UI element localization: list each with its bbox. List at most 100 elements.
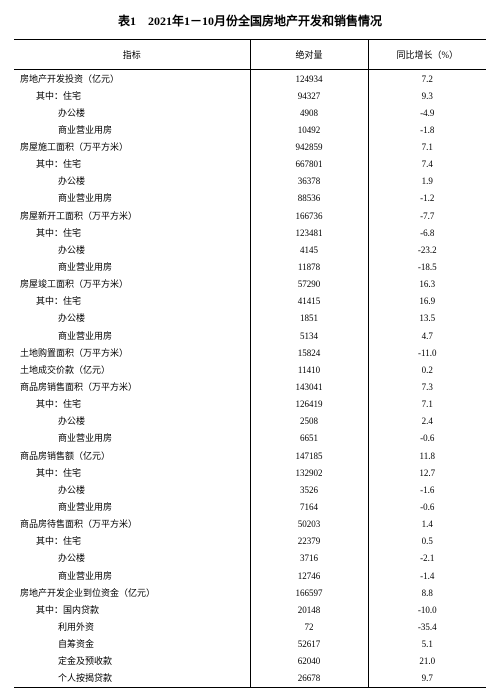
metric-name: 商业营业用房 xyxy=(14,121,250,138)
col-header-value: 绝对量 xyxy=(250,40,368,70)
metric-name: 个人按揭贷款 xyxy=(14,670,250,688)
metric-growth: 0.2 xyxy=(368,361,486,378)
metric-value: 41415 xyxy=(250,293,368,310)
metric-growth: 21.0 xyxy=(368,653,486,670)
table-row: 其中：住宅1264197.1 xyxy=(14,396,486,413)
metric-value: 36378 xyxy=(250,173,368,190)
table-row: 土地成交价款（亿元）114100.2 xyxy=(14,361,486,378)
metric-growth: 1.4 xyxy=(368,516,486,533)
table-row: 办公楼3716-2.1 xyxy=(14,550,486,567)
metric-value: 1851 xyxy=(250,310,368,327)
table-row: 利用外资72-35.4 xyxy=(14,619,486,636)
metric-growth: 0.5 xyxy=(368,533,486,550)
metric-growth: -0.6 xyxy=(368,430,486,447)
metric-value: 6651 xyxy=(250,430,368,447)
metric-growth: 7.4 xyxy=(368,156,486,173)
metric-value: 52617 xyxy=(250,636,368,653)
metric-growth: 9.3 xyxy=(368,87,486,104)
metric-name: 办公楼 xyxy=(14,550,250,567)
table-row: 房屋竣工面积（万平方米）5729016.3 xyxy=(14,276,486,293)
metric-value: 3716 xyxy=(250,550,368,567)
metric-growth: 13.5 xyxy=(368,310,486,327)
metric-name: 其中：住宅 xyxy=(14,156,250,173)
metric-name: 其中：住宅 xyxy=(14,396,250,413)
table-row: 商品房销售额（亿元）14718511.8 xyxy=(14,447,486,464)
table-row: 自筹资金526175.1 xyxy=(14,636,486,653)
metric-name: 办公楼 xyxy=(14,310,250,327)
metric-value: 7164 xyxy=(250,499,368,516)
metric-value: 2508 xyxy=(250,413,368,430)
table-row: 其中：住宅6678017.4 xyxy=(14,156,486,173)
table-row: 办公楼4908-4.9 xyxy=(14,104,486,121)
real-estate-table: 指标 绝对量 同比增长（%） 房地产开发投资（亿元）1249347.2其中：住宅… xyxy=(14,39,486,688)
table-row: 其中：住宅943279.3 xyxy=(14,87,486,104)
metric-growth: 7.2 xyxy=(368,70,486,88)
metric-name: 商业营业用房 xyxy=(14,327,250,344)
table-row: 商业营业用房51344.7 xyxy=(14,327,486,344)
table-row: 定金及预收款6204021.0 xyxy=(14,653,486,670)
metric-growth: 16.3 xyxy=(368,276,486,293)
table-row: 商业营业用房10492-1.8 xyxy=(14,121,486,138)
metric-name: 利用外资 xyxy=(14,619,250,636)
metric-value: 72 xyxy=(250,619,368,636)
metric-growth: 9.7 xyxy=(368,670,486,688)
table-row: 办公楼4145-23.2 xyxy=(14,241,486,258)
metric-growth: -1.4 xyxy=(368,567,486,584)
table-row: 办公楼3526-1.6 xyxy=(14,481,486,498)
metric-value: 166597 xyxy=(250,584,368,601)
metric-name: 其中：住宅 xyxy=(14,224,250,241)
metric-value: 5134 xyxy=(250,327,368,344)
metric-name: 办公楼 xyxy=(14,413,250,430)
metric-value: 10492 xyxy=(250,121,368,138)
metric-value: 124934 xyxy=(250,70,368,88)
metric-name: 房地产开发投资（亿元） xyxy=(14,70,250,88)
table-row: 土地购置面积（万平方米）15824-11.0 xyxy=(14,344,486,361)
table-row: 其中：住宅123481-6.8 xyxy=(14,224,486,241)
metric-value: 4908 xyxy=(250,104,368,121)
metric-growth: 7.1 xyxy=(368,396,486,413)
metric-name: 商业营业用房 xyxy=(14,499,250,516)
metric-name: 其中：国内贷款 xyxy=(14,601,250,618)
table-row: 其中：住宅223790.5 xyxy=(14,533,486,550)
metric-growth: 1.9 xyxy=(368,173,486,190)
metric-value: 3526 xyxy=(250,481,368,498)
metric-value: 11410 xyxy=(250,361,368,378)
table-header-row: 指标 绝对量 同比增长（%） xyxy=(14,40,486,70)
table-row: 个人按揭贷款266789.7 xyxy=(14,670,486,688)
metric-growth: -23.2 xyxy=(368,241,486,258)
metric-value: 26678 xyxy=(250,670,368,688)
metric-value: 132902 xyxy=(250,464,368,481)
metric-growth: -18.5 xyxy=(368,259,486,276)
metric-name: 房屋新开工面积（万平方米） xyxy=(14,207,250,224)
metric-name: 商品房销售额（亿元） xyxy=(14,447,250,464)
metric-name: 商业营业用房 xyxy=(14,190,250,207)
table-row: 商业营业用房7164-0.6 xyxy=(14,499,486,516)
metric-value: 12746 xyxy=(250,567,368,584)
metric-growth: 7.1 xyxy=(368,139,486,156)
table-row: 办公楼25082.4 xyxy=(14,413,486,430)
metric-name: 定金及预收款 xyxy=(14,653,250,670)
table-row: 其中：国内贷款20148-10.0 xyxy=(14,601,486,618)
metric-value: 126419 xyxy=(250,396,368,413)
metric-value: 15824 xyxy=(250,344,368,361)
table-row: 商品房销售面积（万平方米）1430417.3 xyxy=(14,379,486,396)
metric-name: 房屋施工面积（万平方米） xyxy=(14,139,250,156)
metric-growth: -4.9 xyxy=(368,104,486,121)
metric-value: 57290 xyxy=(250,276,368,293)
metric-growth: 12.7 xyxy=(368,464,486,481)
metric-value: 20148 xyxy=(250,601,368,618)
metric-growth: -2.1 xyxy=(368,550,486,567)
metric-name: 土地购置面积（万平方米） xyxy=(14,344,250,361)
metric-name: 其中：住宅 xyxy=(14,293,250,310)
metric-growth: -1.8 xyxy=(368,121,486,138)
table-row: 办公楼185113.5 xyxy=(14,310,486,327)
metric-name: 商业营业用房 xyxy=(14,259,250,276)
metric-growth: -6.8 xyxy=(368,224,486,241)
table-row: 商业营业用房12746-1.4 xyxy=(14,567,486,584)
metric-name: 其中：住宅 xyxy=(14,533,250,550)
metric-name: 房地产开发企业到位资金（亿元） xyxy=(14,584,250,601)
metric-value: 147185 xyxy=(250,447,368,464)
metric-name: 办公楼 xyxy=(14,104,250,121)
table-row: 其中：住宅4141516.9 xyxy=(14,293,486,310)
metric-value: 94327 xyxy=(250,87,368,104)
